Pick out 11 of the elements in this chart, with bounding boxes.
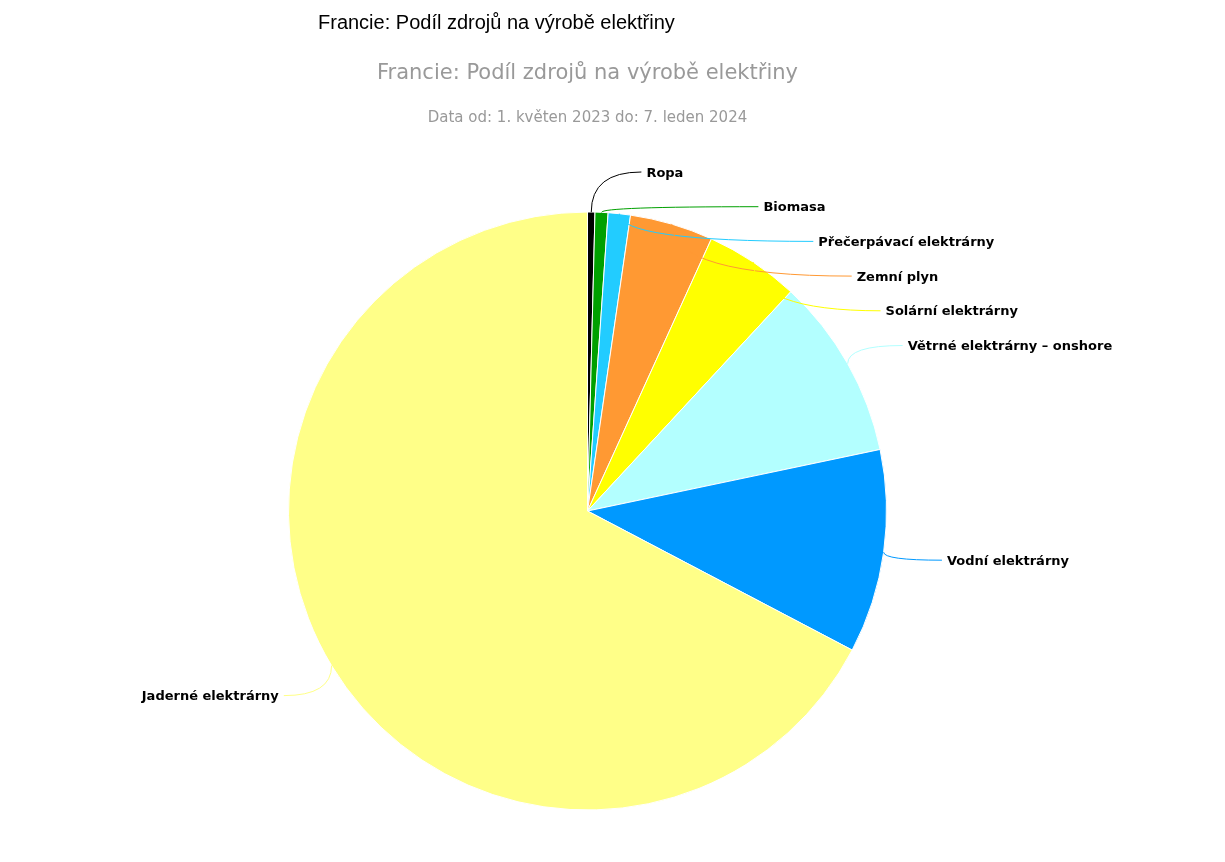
- slice-label: Jaderné elektrárny: [140, 688, 280, 704]
- slice-label: Biomasa: [763, 199, 826, 215]
- slice-label: Zemní plyn: [856, 268, 939, 284]
- chart-subtitle: Data od: 1. květen 2023 do: 7. leden 2024: [426, 107, 749, 127]
- text: Francie: Podíl zdrojů na výrobě elektřiny: [318, 10, 675, 34]
- slice-label: Ropa: [646, 164, 684, 180]
- slice-label: Přečerpávací elektrárny: [818, 233, 995, 249]
- slice-label: Vodní elektrárny: [946, 552, 1070, 568]
- slice-label: Větrné elektrárny – onshore: [907, 338, 1113, 353]
- slice-label: Solární elektrárny: [885, 303, 1019, 319]
- chart-title: Francie: Podíl zdrojů na výrobě elektřiny: [376, 59, 799, 85]
